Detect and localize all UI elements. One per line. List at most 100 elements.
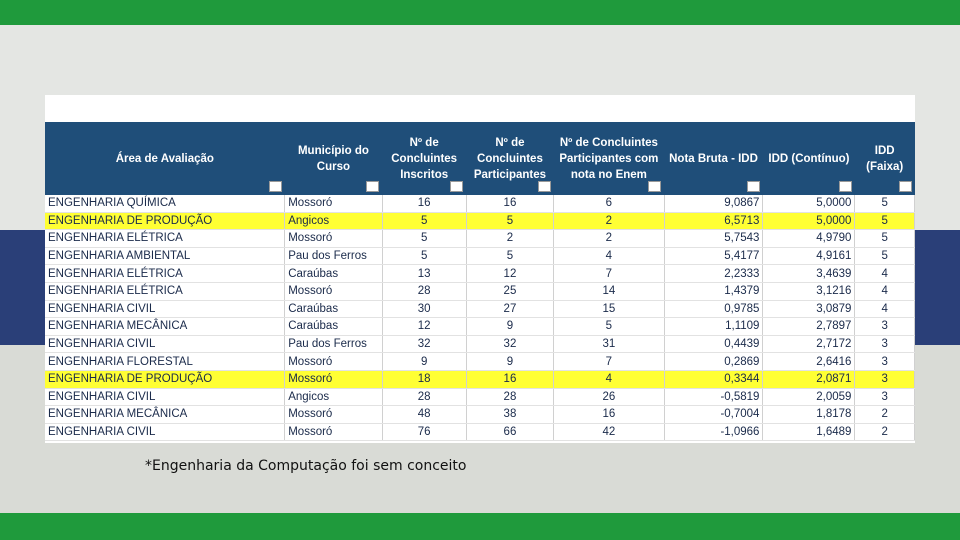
table-cell: 4 xyxy=(854,300,915,319)
table-cell: -0,5819 xyxy=(664,388,764,407)
table-cell: Mossoró xyxy=(284,405,383,424)
table-cell: 5 xyxy=(382,212,467,231)
header-text: Nota Bruta - IDD xyxy=(669,152,758,165)
table-cell: 9 xyxy=(466,352,555,371)
table-cell: 3 xyxy=(854,317,915,336)
filter-button[interactable] xyxy=(838,181,852,192)
table-cell: 2,0871 xyxy=(762,370,856,389)
header-text: Nº de Concluintes Inscritos xyxy=(391,136,458,181)
table-body: ENGENHARIA QUÍMICA Mossoró 16 16 6 9,0867 5,00… xyxy=(45,195,915,442)
table-cell: 1,4379 xyxy=(664,282,764,301)
table-cell: 5 xyxy=(854,195,915,213)
table-cell: 28 xyxy=(382,388,467,407)
table-cell: Mossoró xyxy=(284,195,383,213)
filter-button[interactable] xyxy=(268,181,282,192)
table-cell: ENGENHARIA CIVIL xyxy=(45,335,286,354)
table-cell: 4 xyxy=(553,247,665,266)
column-header: Município do Curso xyxy=(285,122,382,195)
table-cell: 3 xyxy=(854,388,915,407)
table-cell: 32 xyxy=(466,335,555,354)
table-row: ENGENHARIA AMBIENTAL Pau dos Ferros 5 5 4 5,4… xyxy=(45,247,915,266)
table-cell: 16 xyxy=(553,405,665,424)
table-cell: 3,1216 xyxy=(762,282,856,301)
header-row: Área de Avaliação Município do Curso Nº de… xyxy=(45,122,915,195)
table-cell: 0,4439 xyxy=(664,335,764,354)
table-cell: 2 xyxy=(466,229,555,248)
table-row: ENGENHARIA MECÂNICA Caraúbas 12 9 5 1,1109 2,7… xyxy=(45,317,915,336)
table-cell: 0,3344 xyxy=(664,370,764,389)
header-text: Município do Curso xyxy=(297,144,369,173)
table-cell: Mossoró xyxy=(284,229,383,248)
table-cell: 5,4177 xyxy=(664,247,764,266)
table-cell: 42 xyxy=(553,423,665,442)
table-row: ENGENHARIA CIVIL Pau dos Ferros 32 32 31 0,44… xyxy=(45,335,915,354)
spreadsheet: Área de Avaliação Município do Curso Nº de… xyxy=(45,95,915,443)
table-cell: ENGENHARIA ELÉTRICA xyxy=(45,264,286,283)
table-cell: 76 xyxy=(382,423,467,442)
table-cell: 32 xyxy=(382,335,467,354)
table-cell: 13 xyxy=(382,264,467,283)
table-cell: 1,6489 xyxy=(762,423,856,442)
column-header: IDD (Contínuo) xyxy=(763,122,855,195)
table-cell: Mossoró xyxy=(284,423,383,442)
table-cell: 0,9785 xyxy=(664,300,764,319)
table-row: ENGENHARIA MECÂNICA Mossoró 48 38 16 -0,7004 1… xyxy=(45,405,915,424)
table-cell: 4 xyxy=(553,370,665,389)
table-cell: 38 xyxy=(466,405,555,424)
table-cell: ENGENHARIA ELÉTRICA xyxy=(45,282,286,301)
table-cell: 31 xyxy=(553,335,665,354)
filter-button[interactable] xyxy=(537,181,551,192)
table-cell: 9 xyxy=(382,352,467,371)
table-cell: -1,0966 xyxy=(664,423,764,442)
table-cell: ENGENHARIA MECÂNICA xyxy=(45,317,286,336)
table-cell: Mossoró xyxy=(284,282,383,301)
table-cell: 12 xyxy=(466,264,555,283)
table-row: ENGENHARIA ELÉTRICA Mossoró 5 2 2 5,7543 4,979… xyxy=(45,229,915,248)
footnote: *Engenharia da Computação foi sem concei… xyxy=(145,458,467,474)
table-cell: Mossoró xyxy=(284,352,383,371)
table-row: ENGENHARIA DE PRODUÇÃO Angicos 5 5 2 6,5713 5,… xyxy=(45,212,915,231)
table-cell: 2 xyxy=(854,405,915,424)
table-cell: 3,4639 xyxy=(762,264,856,283)
table-cell: 2,7172 xyxy=(762,335,856,354)
filter-button[interactable] xyxy=(450,181,464,192)
table-cell: 4,9161 xyxy=(762,247,856,266)
table-cell: 5 xyxy=(854,229,915,248)
table-cell: Caraúbas xyxy=(284,317,383,336)
table-cell: 15 xyxy=(553,300,665,319)
table-cell: 28 xyxy=(466,388,555,407)
column-header: Nº de Concluintes Participantes xyxy=(466,122,553,195)
table-cell: 2,2333 xyxy=(664,264,764,283)
table-cell: 18 xyxy=(382,370,467,389)
filter-button[interactable] xyxy=(366,181,380,192)
table-cell: 4 xyxy=(854,264,915,283)
header-text: Nº de Concluintes Participantes xyxy=(473,136,547,181)
table-cell: 2,0059 xyxy=(762,388,856,407)
table-cell: 1,1109 xyxy=(664,317,764,336)
table-cell: ENGENHARIA DE PRODUÇÃO xyxy=(45,370,286,389)
table-cell: 25 xyxy=(466,282,555,301)
table-cell: ENGENHARIA CIVIL xyxy=(45,388,286,407)
table-cell: 3 xyxy=(854,370,915,389)
filter-button[interactable] xyxy=(746,181,760,192)
table-cell: 7 xyxy=(553,264,665,283)
table-row: ENGENHARIA DE PRODUÇÃO Mossoró 18 16 4 0,3344… xyxy=(45,370,915,389)
header-text: IDD (Faixa) xyxy=(866,144,904,173)
filter-button[interactable] xyxy=(648,181,662,192)
header-text: Área de Avaliação xyxy=(115,152,214,165)
table-cell: 5,0000 xyxy=(762,195,856,213)
filter-button[interactable] xyxy=(898,181,912,192)
table-cell: 14 xyxy=(553,282,665,301)
table-cell: ENGENHARIA FLORESTAL xyxy=(45,352,286,371)
table-cell: 48 xyxy=(382,405,467,424)
table-cell: 30 xyxy=(382,300,467,319)
table-row: ENGENHARIA FLORESTAL Mossoró 9 9 7 0,2869 2,64… xyxy=(45,352,915,371)
table-cell: 5 xyxy=(382,229,467,248)
table-cell: Angicos xyxy=(284,212,383,231)
table-cell: 4,9790 xyxy=(762,229,856,248)
table-cell: 5,7543 xyxy=(664,229,764,248)
table-cell: ENGENHARIA QUÍMICA xyxy=(45,195,286,213)
table-cell: 2 xyxy=(854,423,915,442)
table-row: ENGENHARIA CIVIL Caraúbas 30 27 15 0,9785 3,08… xyxy=(45,300,915,319)
